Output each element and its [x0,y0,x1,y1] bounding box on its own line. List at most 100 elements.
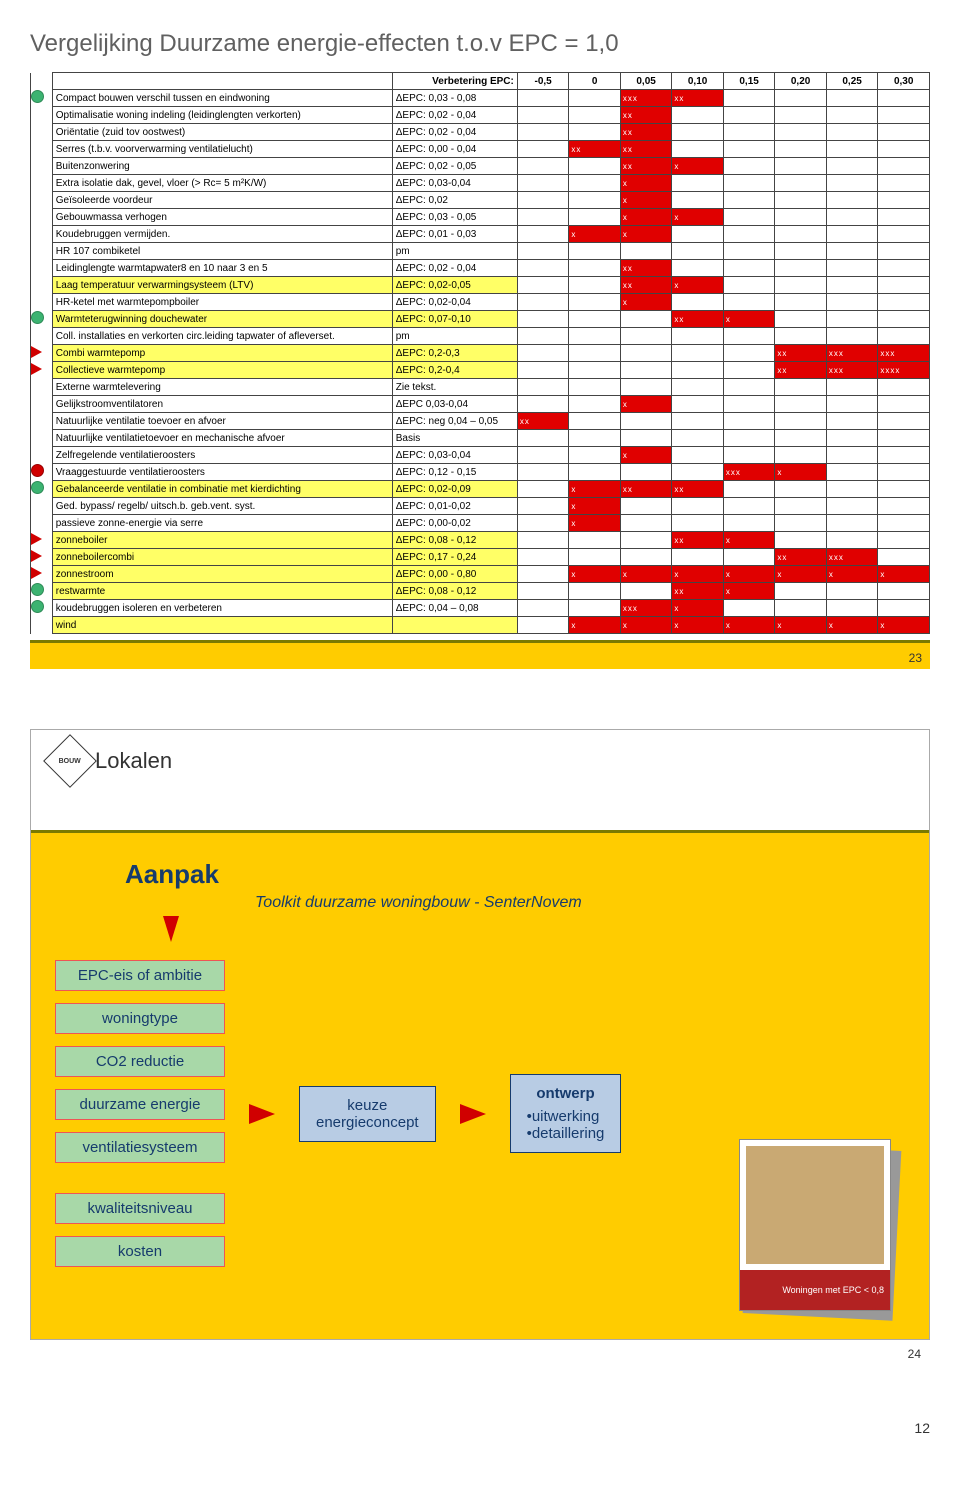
row-delta: ΔEPC 0,03-0,04 [392,396,517,413]
empty-cell [620,328,672,345]
left-box: duurzame energie [55,1089,225,1120]
empty-cell [517,430,569,447]
row-desc: passieve zonne-energie via serre [52,515,392,532]
empty-cell [826,175,878,192]
empty-cell [672,362,724,379]
row-desc: Koudebruggen vermijden. [52,226,392,243]
empty-cell [826,447,878,464]
right-box-b2: •detaillering [527,1125,605,1142]
empty-cell [569,328,621,345]
bar-cell: x [620,294,672,311]
empty-cell [672,345,724,362]
empty-cell [620,583,672,600]
logo: BOUW Lokalen [51,742,929,780]
empty-cell [672,175,724,192]
empty-cell [723,277,775,294]
left-box: woningtype [55,1003,225,1034]
row-desc: Oriëntatie (zuid tov oostwest) [52,124,392,141]
empty-cell [517,515,569,532]
left-box: ventilatiesysteem [55,1132,225,1163]
row-delta: Basis [392,430,517,447]
row-delta: ΔEPC: 0,2-0,3 [392,345,517,362]
empty-cell [775,175,827,192]
empty-cell [723,260,775,277]
row-desc: HR 107 combiketel [52,243,392,260]
empty-cell [775,328,827,345]
empty-cell [775,124,827,141]
slide-1: Vergelijking Duurzame energie-effecten t… [30,30,930,669]
empty-cell [620,515,672,532]
empty-cell [723,345,775,362]
row-desc: Gelijkstroomventilatoren [52,396,392,413]
green-dot-icon [31,90,44,103]
row-desc: Gebouwmassa verhogen [52,209,392,226]
empty-cell [775,413,827,430]
empty-cell [620,549,672,566]
empty-cell [826,158,878,175]
empty-cell [826,464,878,481]
bar-cell: x [620,175,672,192]
empty-cell [775,107,827,124]
row-delta [392,617,517,634]
row-desc: Warmteterugwinning douchewater [52,311,392,328]
empty-cell [569,90,621,107]
logo-diamond-text: BOUW [59,757,81,764]
row-delta: ΔEPC: 0,00-0,02 [392,515,517,532]
empty-cell [878,311,930,328]
empty-cell [878,175,930,192]
bar-cell: xx [775,549,827,566]
slide-1-number: 23 [909,651,922,665]
empty-cell [620,311,672,328]
empty-cell [517,549,569,566]
empty-cell [878,396,930,413]
empty-cell [723,498,775,515]
red-arrow-icon [31,550,42,562]
flow-left-column: EPC-eis of ambitiewoningtypeCO2 reductie… [55,960,225,1267]
empty-cell [723,141,775,158]
empty-cell [723,515,775,532]
row-delta: ΔEPC: 0,02 - 0,04 [392,260,517,277]
row-desc: Combi warmtepomp [52,345,392,362]
empty-cell [569,549,621,566]
empty-cell [620,532,672,549]
empty-cell [517,294,569,311]
empty-cell [569,277,621,294]
empty-cell [878,549,930,566]
empty-cell [826,413,878,430]
left-box: CO2 reductie [55,1046,225,1077]
empty-cell [672,294,724,311]
row-desc: Compact bouwen verschil tussen en eindwo… [52,90,392,107]
empty-cell [878,498,930,515]
empty-cell [672,124,724,141]
slide-1-title: Vergelijking Duurzame energie-effecten t… [30,30,930,58]
row-delta: ΔEPC: 0,08 - 0,12 [392,532,517,549]
empty-cell [569,532,621,549]
empty-cell [878,532,930,549]
empty-cell [569,345,621,362]
empty-cell [775,498,827,515]
empty-cell [723,175,775,192]
empty-cell [723,481,775,498]
empty-cell [569,192,621,209]
aanpak-subtitle: Toolkit duurzame woningbouw - SenterNove… [255,894,909,912]
empty-cell [517,209,569,226]
row-desc: HR-ketel met warmtepompboiler [52,294,392,311]
row-desc: Natuurlijke ventilatietoevoer en mechani… [52,430,392,447]
green-dot-icon [31,583,44,596]
empty-cell [826,532,878,549]
empty-cell [775,396,827,413]
row-delta: ΔEPC: 0,02-0,05 [392,277,517,294]
red-arrow-icon [31,567,42,579]
empty-cell [672,141,724,158]
row-delta: ΔEPC: neg 0,04 – 0,05 [392,413,517,430]
empty-cell [517,379,569,396]
bar-cell: x [569,226,621,243]
empty-cell [569,311,621,328]
empty-cell [517,243,569,260]
row-desc: restwarmte [52,583,392,600]
right-box-title: ontwerp [527,1085,605,1102]
bar-cell: x [672,617,724,634]
bar-cell: x [620,192,672,209]
row-delta: ΔEPC: 0,03-0,04 [392,447,517,464]
row-desc: zonneboilercombi [52,549,392,566]
